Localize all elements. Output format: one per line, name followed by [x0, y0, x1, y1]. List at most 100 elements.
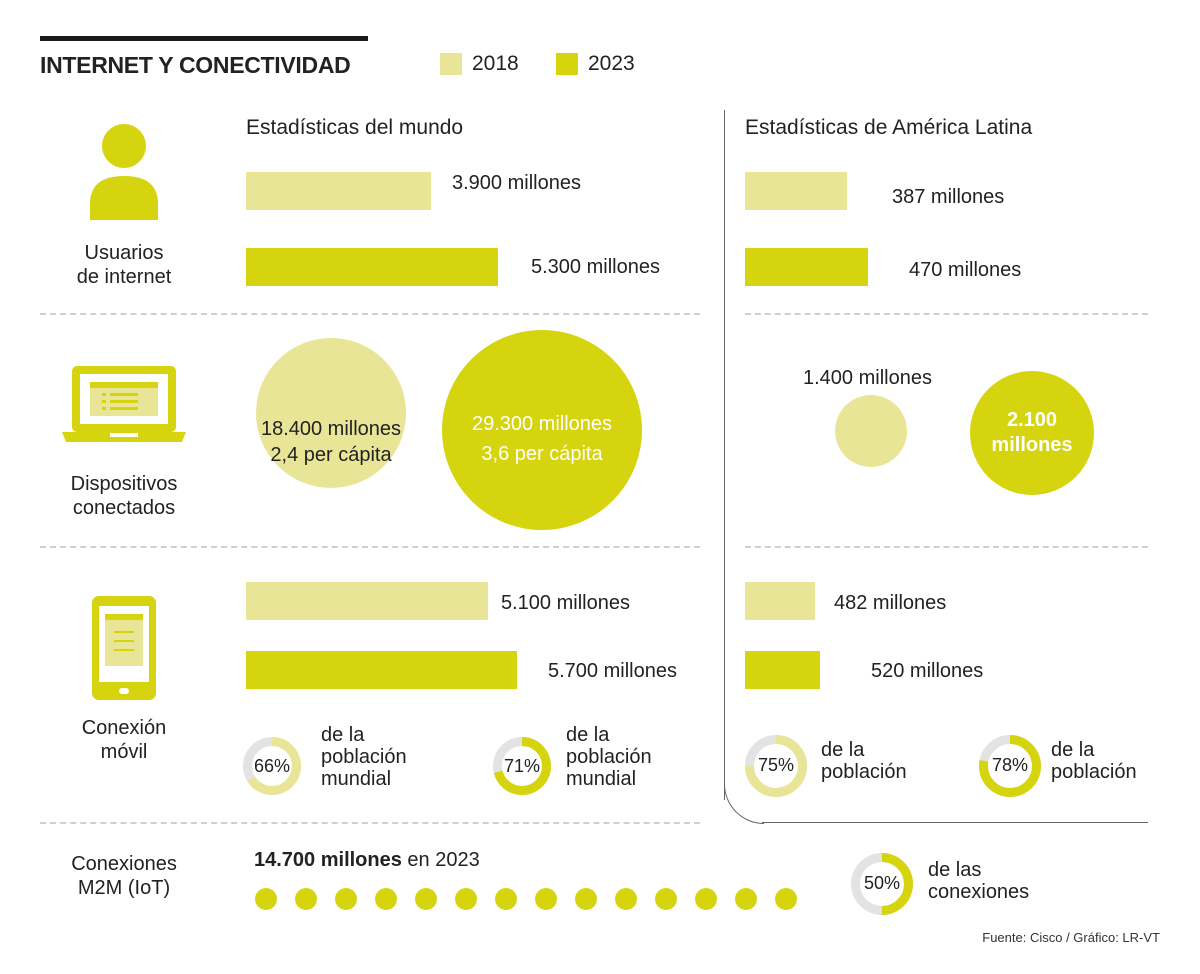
donut-text-mobile-latam-2018: de la población [821, 739, 907, 783]
donut-mobile-latam-2018 [745, 735, 807, 797]
category-label-line: Conexión [81, 717, 167, 739]
iot-headline-value: 14.700 millones [254, 849, 402, 871]
iot-dot [335, 888, 357, 910]
iot-dot [375, 888, 397, 910]
donut-mobile-world-2023 [493, 737, 551, 795]
bar-label-mobile-world-2018: 5.100 millones [501, 592, 630, 614]
bubble-label-line: 29.300 millones [471, 413, 613, 435]
donut-text-line: de la [566, 724, 610, 746]
bar-label-mobile-world-2023: 5.700 millones [548, 660, 677, 682]
iot-dot [255, 888, 277, 910]
bar-label-mobile-latam-2023: 520 millones [871, 660, 984, 682]
donut-arc [243, 737, 301, 795]
legend-swatch-2018 [440, 53, 462, 75]
donut-mobile-world-2018 [243, 737, 301, 795]
donut-text-iot: de las conexiones [928, 859, 1029, 903]
bubble-devices-latam-2023 [970, 371, 1094, 495]
donut-arc [745, 735, 807, 797]
donut-text-line: de la [321, 724, 365, 746]
laptop-icon [62, 366, 186, 442]
page-title: INTERNET Y CONECTIVIDAD [40, 52, 351, 78]
bar-mobile-latam-2018 [745, 582, 815, 620]
category-label-users: Usuarios de internet [34, 241, 214, 289]
bar-users-world-2023 [246, 248, 498, 286]
bar-mobile-world-2018 [246, 582, 488, 620]
latam-divider-vertical [724, 110, 725, 800]
iot-dot [295, 888, 317, 910]
row-divider [745, 546, 1148, 548]
latam-divider-bottom [762, 822, 1148, 823]
bar-users-latam-2023 [745, 248, 868, 286]
iot-dot [775, 888, 797, 910]
legend-swatch-2023 [556, 53, 578, 75]
donut-text-line: mundial [321, 768, 392, 790]
donut-mobile-latam-2023 [979, 735, 1041, 797]
bubble-label-devices-latam-2023: 2.100 millones [970, 408, 1094, 458]
legend-item-2023: 2023 [556, 52, 635, 76]
category-label-line: Usuarios [84, 242, 164, 264]
category-label-line: de internet [76, 266, 172, 288]
user-icon [90, 124, 158, 220]
legend-label-2018: 2018 [472, 52, 519, 75]
donut-text-line: población [1051, 761, 1137, 783]
category-label-iot: Conexiones M2M (IoT) [34, 852, 214, 900]
bar-label-users-world-2018: 3.900 millones [452, 172, 581, 194]
category-label-line: Dispositivos [70, 473, 178, 495]
bar-users-latam-2018 [745, 172, 847, 210]
donut-label-iot: 50% [863, 873, 901, 893]
header-rule [40, 36, 368, 41]
iot-dot [535, 888, 557, 910]
row-divider [40, 546, 700, 548]
iot-dot [495, 888, 517, 910]
iot-dot [615, 888, 637, 910]
donut-text-mobile-latam-2023: de la población [1051, 739, 1137, 783]
iot-dot [415, 888, 437, 910]
row-divider [40, 313, 700, 315]
legend-item-2018: 2018 [440, 52, 519, 76]
donut-text-line: de la [821, 739, 865, 761]
category-label-line: móvil [100, 741, 148, 763]
iot-dot [695, 888, 717, 910]
bubble-label-line: 3,6 per cápita [481, 443, 603, 465]
bubble-label-line: 18.400 millones [260, 418, 402, 440]
legend-label-2023: 2023 [588, 52, 635, 75]
donut-text-mobile-world-2023: de la población mundial [566, 724, 652, 790]
row-divider [40, 822, 700, 824]
source-credit: Fuente: Cisco / Gráfico: LR-VT [982, 930, 1160, 945]
iot-headline: 14.700 millones en 2023 [254, 849, 480, 872]
donut-label-mobile-world-2023: 71% [503, 756, 541, 776]
donut-arc [493, 737, 551, 795]
donut-text-line: conexiones [928, 881, 1030, 903]
iot-dot-row [255, 888, 815, 912]
bar-users-world-2018 [246, 172, 431, 210]
bar-mobile-world-2023 [246, 651, 517, 689]
category-label-line: M2M (IoT) [77, 877, 171, 899]
donut-iot [851, 853, 913, 915]
donut-arc [979, 735, 1041, 797]
donut-label-mobile-latam-2023: 78% [991, 755, 1029, 775]
category-label-devices: Dispositivos conectados [34, 472, 214, 520]
category-label-line: conectados [72, 497, 176, 519]
bar-mobile-latam-2023 [745, 651, 820, 689]
category-label-mobile: Conexión móvil [34, 716, 214, 764]
iot-dot [575, 888, 597, 910]
section-title-latam: Estadísticas de América Latina [745, 116, 1033, 139]
bar-label-users-latam-2023: 470 millones [909, 259, 1022, 281]
iot-headline-suffix: en 2023 [401, 849, 480, 871]
bubble-label-line: 2,4 per cápita [270, 444, 392, 466]
row-divider [745, 313, 1148, 315]
donut-text-mobile-world-2018: de la población mundial [321, 724, 407, 790]
bubble-devices-world-2023 [442, 330, 642, 530]
donut-arc [851, 853, 913, 915]
donut-text-line: de la [1051, 739, 1095, 761]
bar-label-mobile-latam-2018: 482 millones [834, 592, 947, 614]
donut-text-line: de las [928, 859, 982, 881]
donut-text-line: mundial [566, 768, 637, 790]
category-label-line: Conexiones [71, 853, 177, 875]
section-title-world: Estadísticas del mundo [246, 116, 464, 139]
bubble-label-line: millones [991, 434, 1073, 456]
donut-label-mobile-latam-2018: 75% [757, 755, 795, 775]
iot-dot [655, 888, 677, 910]
bubble-label-line: 2.100 [1006, 409, 1058, 431]
donut-text-line: población [566, 746, 652, 768]
